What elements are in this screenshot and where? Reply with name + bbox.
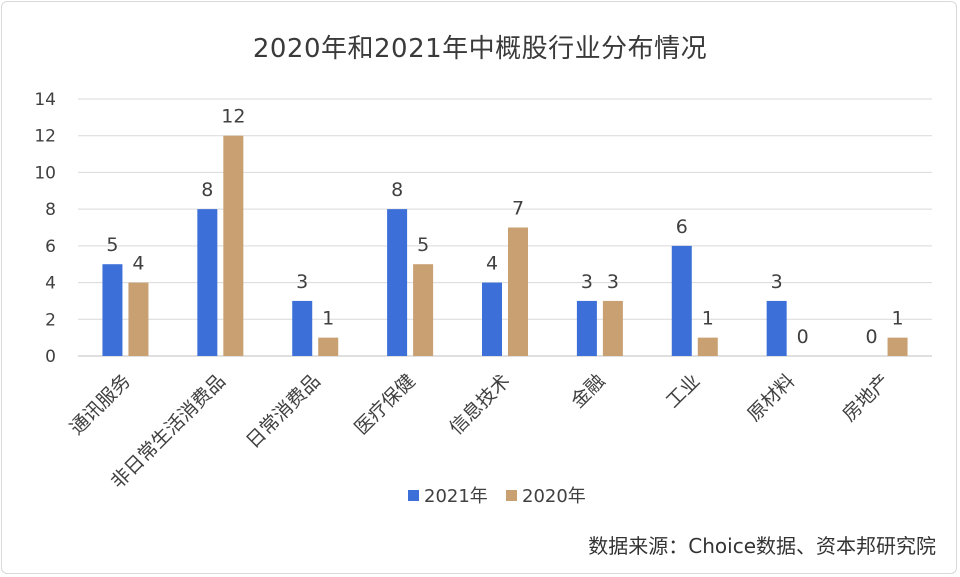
data-label: 12 — [221, 106, 245, 128]
bar-series1 — [766, 300, 787, 356]
data-label: 5 — [417, 234, 429, 256]
x-tick-label: 房地产 — [838, 370, 894, 426]
x-tick-label: 金融 — [567, 370, 609, 412]
bar-series2 — [413, 264, 434, 356]
y-tick-label: 4 — [45, 274, 56, 294]
bar-series2 — [602, 300, 623, 356]
data-label: 3 — [581, 271, 593, 293]
bar-series1 — [387, 209, 408, 356]
x-tick-label: 原材料 — [743, 370, 799, 426]
x-tick-label: 医疗保健 — [350, 370, 419, 439]
legend-label: 2021年 — [424, 486, 488, 507]
y-tick-label: 2 — [45, 310, 56, 330]
bar-series1 — [197, 209, 218, 356]
data-label: 8 — [201, 179, 213, 201]
source-note: 数据来源：Choice数据、资本邦研究院 — [588, 534, 936, 558]
y-tick-label: 10 — [34, 163, 56, 183]
data-label: 8 — [391, 179, 403, 201]
legend-label: 2020年 — [522, 486, 586, 507]
x-tick-label: 通讯服务 — [66, 370, 135, 439]
bar-series1 — [102, 264, 123, 356]
data-label: 3 — [296, 271, 308, 293]
chart-title: 2020年和2021年中概股行业分布情况 — [252, 34, 708, 64]
x-tick-label: 信息技术 — [445, 370, 514, 439]
bar-series1 — [482, 282, 502, 356]
data-label: 5 — [106, 234, 118, 256]
data-label: 6 — [676, 216, 688, 238]
bar-series2 — [887, 337, 908, 356]
x-tick-label: 日常消费品 — [242, 370, 325, 453]
data-label: 4 — [486, 253, 498, 275]
y-tick-label: 6 — [45, 237, 56, 257]
data-label: 3 — [607, 271, 619, 293]
data-label: 0 — [866, 326, 878, 348]
data-label: 3 — [771, 271, 783, 293]
bar-series1 — [292, 300, 313, 356]
bar-series2 — [697, 337, 718, 356]
bar-series1 — [671, 245, 692, 356]
data-label: 1 — [322, 308, 334, 330]
data-label: 0 — [797, 326, 809, 348]
bar-series2 — [508, 227, 528, 356]
bar-series1 — [576, 300, 597, 356]
bar-series2 — [128, 282, 149, 356]
legend-swatch — [408, 490, 419, 501]
y-tick-label: 14 — [34, 90, 56, 110]
y-tick-label: 0 — [45, 347, 56, 367]
data-label: 7 — [512, 198, 524, 220]
bar-series2 — [318, 337, 339, 356]
legend-swatch — [506, 490, 517, 501]
bar-series2 — [223, 135, 244, 356]
y-tick-label: 8 — [45, 200, 56, 220]
data-label: 1 — [892, 308, 904, 330]
data-label: 4 — [132, 253, 144, 275]
x-tick-label: 工业 — [662, 370, 704, 412]
y-tick-label: 12 — [34, 127, 56, 147]
data-label: 1 — [702, 308, 714, 330]
